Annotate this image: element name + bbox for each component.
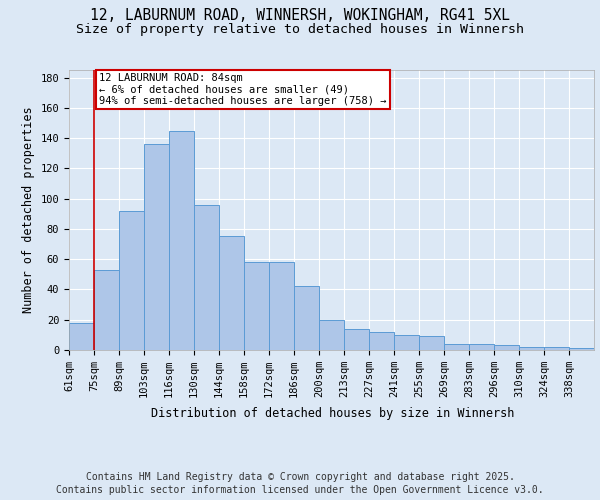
Bar [269, 262, 294, 350]
Bar [144, 144, 169, 350]
Bar [69, 323, 94, 350]
Bar [119, 211, 144, 350]
Bar [469, 344, 494, 350]
Bar [194, 204, 219, 350]
Bar [444, 344, 469, 350]
Text: Size of property relative to detached houses in Winnersh: Size of property relative to detached ho… [76, 22, 524, 36]
Bar [319, 320, 344, 350]
Y-axis label: Number of detached properties: Number of detached properties [22, 106, 35, 314]
Bar [169, 130, 194, 350]
Bar [494, 346, 519, 350]
Bar [394, 335, 419, 350]
Bar [519, 347, 544, 350]
Bar [344, 329, 369, 350]
Bar [569, 348, 594, 350]
Bar [219, 236, 244, 350]
Text: Distribution of detached houses by size in Winnersh: Distribution of detached houses by size … [151, 408, 515, 420]
Bar [94, 270, 119, 350]
Text: 12 LABURNUM ROAD: 84sqm
← 6% of detached houses are smaller (49)
94% of semi-det: 12 LABURNUM ROAD: 84sqm ← 6% of detached… [99, 73, 386, 106]
Bar [244, 262, 269, 350]
Bar [419, 336, 444, 350]
Bar [294, 286, 319, 350]
Bar [544, 347, 569, 350]
Bar [369, 332, 394, 350]
Text: 12, LABURNUM ROAD, WINNERSH, WOKINGHAM, RG41 5XL: 12, LABURNUM ROAD, WINNERSH, WOKINGHAM, … [90, 8, 510, 22]
Text: Contains HM Land Registry data © Crown copyright and database right 2025.
Contai: Contains HM Land Registry data © Crown c… [56, 472, 544, 495]
